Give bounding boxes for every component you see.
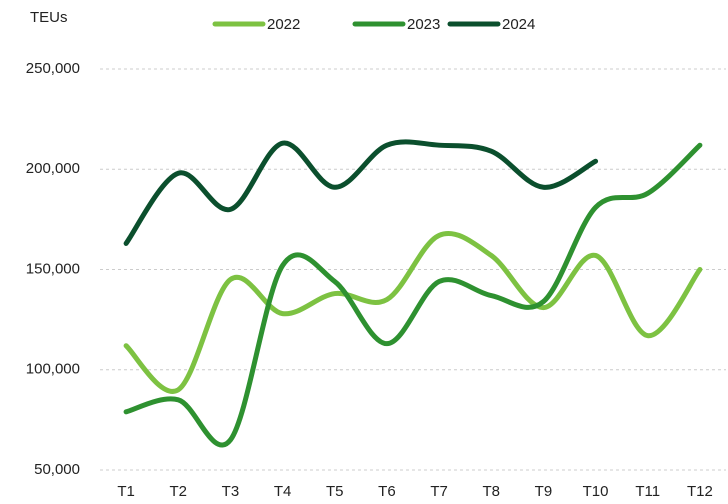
y-tick-label: 50,000 [34, 461, 80, 478]
x-tick-label: T8 [482, 483, 500, 500]
x-tick-label: T5 [326, 483, 344, 500]
legend-label: 2022 [267, 16, 300, 33]
x-tick-label: T3 [222, 483, 240, 500]
y-tick-label: 150,000 [26, 260, 80, 277]
x-tick-label: T9 [535, 483, 553, 500]
y-tick-label: 250,000 [26, 60, 80, 77]
line [123, 231, 703, 394]
legend-label: 2024 [502, 16, 535, 33]
line [123, 139, 599, 246]
y-tick-label: 200,000 [26, 160, 80, 177]
x-tick-label: T2 [169, 483, 187, 500]
x-tick-label: T7 [430, 483, 448, 500]
line [123, 142, 703, 448]
x-tick-label: T4 [274, 483, 292, 500]
y-axis-label: TEUs [30, 9, 68, 26]
x-tick-label: T11 [635, 483, 660, 500]
legend-label: 2023 [407, 16, 440, 33]
x-tick-label: T6 [378, 483, 396, 500]
x-tick-label: T12 [687, 483, 713, 500]
x-tick-label: T1 [117, 483, 135, 500]
y-tick-label: 100,000 [26, 361, 80, 378]
x-tick-label: T10 [583, 483, 609, 500]
